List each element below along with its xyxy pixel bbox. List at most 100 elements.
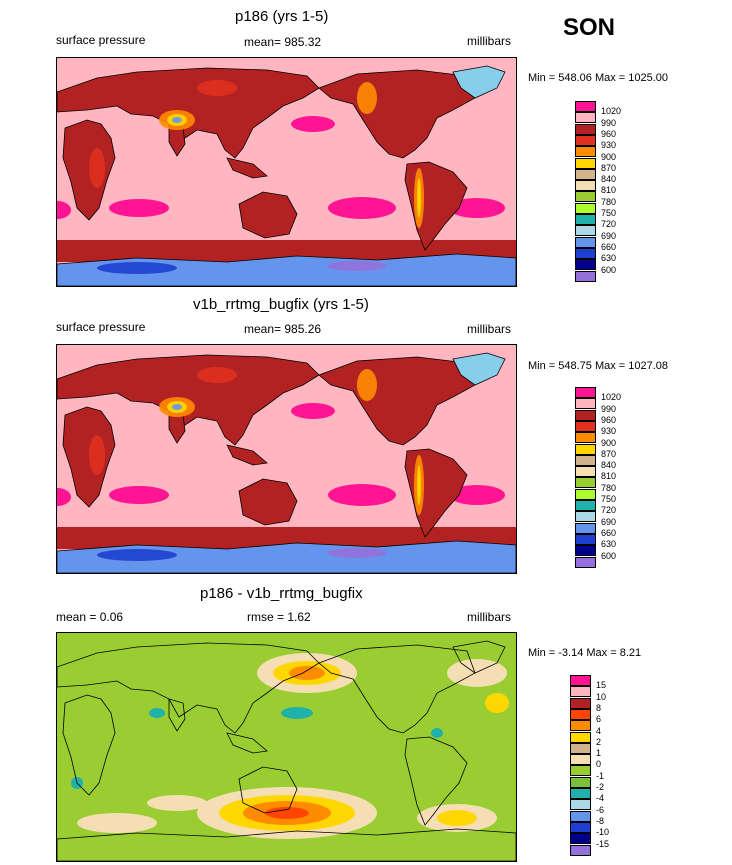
colorbar-swatch <box>575 409 596 421</box>
colorbar-swatch <box>575 101 596 112</box>
panel2-minmax: Min = 548.75 Max = 1027.08 <box>528 360 669 372</box>
colorbar-swatch <box>575 134 596 146</box>
colorbar-tick-label: 630 <box>601 253 617 264</box>
colorbar-swatch <box>570 675 591 686</box>
colorbar-swatch <box>575 545 596 557</box>
colorbar-swatch <box>575 168 596 180</box>
colorbar-tick-label: 870 <box>601 162 617 173</box>
colorbar-swatch <box>575 236 596 248</box>
panel2-colorbar: 1020 990 960 930 900 870 840 810 780 750 720 690 660… <box>575 387 655 569</box>
panel1-units-label: millibars <box>467 34 512 48</box>
panel3-colorbar: 15 10 8 6 4 2 1 0 -1 -2 -4 -6 -8 -10 -15 <box>570 675 650 857</box>
colorbar-swatch <box>575 123 596 135</box>
colorbar-tick-label: 15 <box>596 680 607 691</box>
colorbar-tick-label: 2 <box>596 736 602 747</box>
colorbar-swatch <box>570 821 591 833</box>
colorbar-swatch <box>575 522 596 534</box>
colorbar-tick-label: 930 <box>601 426 617 437</box>
colorbar-tick-label: 1 <box>596 748 602 759</box>
colorbar-swatch <box>575 454 596 466</box>
colorbar-swatch <box>575 420 596 432</box>
colorbar-tick-label: 660 <box>601 527 617 538</box>
colorbar-swatch <box>575 432 596 444</box>
colorbar-tick-label: 630 <box>601 539 617 550</box>
colorbar-swatch <box>570 731 591 743</box>
colorbar-swatch <box>570 754 591 766</box>
colorbar-tick-label: 900 <box>601 151 617 162</box>
colorbar-swatch <box>575 500 596 511</box>
colorbar-tick-label: 720 <box>601 505 617 516</box>
colorbar-tick-label: 690 <box>601 516 617 527</box>
colorbar-tick-label: -1 <box>596 770 605 781</box>
panel1-colorbar: 1020 990 960 930 900 870 840 810 780 750 720 690 660… <box>575 101 655 283</box>
panel2-units-label: millibars <box>467 322 512 336</box>
colorbar-tick-label: -6 <box>596 804 605 815</box>
colorbar-tick-label: 750 <box>601 208 617 218</box>
colorbar-swatch <box>575 180 596 192</box>
colorbar-swatch <box>575 191 596 203</box>
panel1-map <box>56 57 517 287</box>
colorbar-tick-label: 600 <box>601 264 617 275</box>
colorbar-swatch <box>575 270 596 282</box>
colorbar-swatch <box>570 708 591 720</box>
colorbar-swatch <box>570 697 591 709</box>
colorbar-tick-label: 780 <box>601 482 617 493</box>
colorbar-swatch <box>575 112 596 124</box>
colorbar-tick-label: 810 <box>601 185 617 196</box>
colorbar-swatch <box>575 146 596 158</box>
panel1-variable-label: surface pressure <box>56 33 146 47</box>
panel1-title: p186 (yrs 1-5) <box>235 8 329 25</box>
colorbar-swatch <box>570 742 591 754</box>
colorbar-tick-label: 840 <box>601 460 617 471</box>
panel3-rmse-label: rmse = 1.62 <box>247 610 311 624</box>
panel3-title: p186 - v1b_rrtmg_bugfix <box>200 585 363 602</box>
colorbar-tick-label: 960 <box>601 128 617 139</box>
colorbar-swatch <box>570 844 591 856</box>
panel1-minmax: Min = 548.06 Max = 1025.00 <box>528 72 669 84</box>
colorbar-tick-label: -4 <box>596 793 605 804</box>
colorbar-tick-label: -10 <box>596 827 610 838</box>
colorbar-swatch <box>575 488 596 500</box>
colorbar-swatch <box>575 247 596 259</box>
colorbar-swatch <box>575 511 596 523</box>
colorbar-tick-label: 750 <box>601 494 617 504</box>
panel2-variable-label: surface pressure <box>56 320 146 334</box>
colorbar-swatch <box>575 157 596 169</box>
colorbar-swatch <box>570 833 591 845</box>
colorbar-tick-label: 930 <box>601 140 617 151</box>
colorbar-tick-label: 990 <box>601 403 617 414</box>
colorbar-swatch <box>575 477 596 489</box>
colorbar-swatch <box>570 720 591 732</box>
colorbar-tick-label: 990 <box>601 117 617 128</box>
colorbar-swatch <box>570 810 591 822</box>
colorbar-swatch <box>570 799 591 811</box>
colorbar-tick-label: 780 <box>601 196 617 207</box>
panel3-units-label: millibars <box>467 610 512 624</box>
colorbar-swatch <box>575 556 596 568</box>
colorbar-tick-label: 900 <box>601 437 617 448</box>
colorbar-tick-label: -8 <box>596 815 605 826</box>
colorbar-tick-label: -2 <box>596 782 605 792</box>
colorbar-tick-label: 720 <box>601 219 617 230</box>
colorbar-tick-label: 0 <box>596 759 602 770</box>
difference-map <box>56 632 517 862</box>
colorbar-swatch <box>575 202 596 214</box>
colorbar-swatch <box>575 225 596 237</box>
panel2-mean-label: mean= 985.26 <box>244 322 322 336</box>
colorbar-tick-label: -15 <box>596 838 610 849</box>
panel2-title: v1b_rrtmg_bugfix (yrs 1-5) <box>193 296 369 313</box>
colorbar-tick-label: 1020 <box>601 392 622 403</box>
colorbar-swatch <box>575 533 596 545</box>
colorbar-tick-label: 4 <box>596 725 602 736</box>
colorbar-swatch <box>575 466 596 478</box>
panel3-minmax: Min = -3.14 Max = 8.21 <box>528 647 642 659</box>
colorbar-tick-label: 1020 <box>601 106 622 117</box>
colorbar-swatch <box>575 214 596 225</box>
colorbar-tick-label: 660 <box>601 241 617 252</box>
colorbar-tick-label: 960 <box>601 414 617 425</box>
colorbar-tick-label: 600 <box>601 550 617 561</box>
colorbar-tick-label: 10 <box>596 691 607 702</box>
colorbar-tick-label: 870 <box>601 448 617 459</box>
colorbar-tick-label: 810 <box>601 471 617 482</box>
season-label: SON <box>563 14 616 41</box>
